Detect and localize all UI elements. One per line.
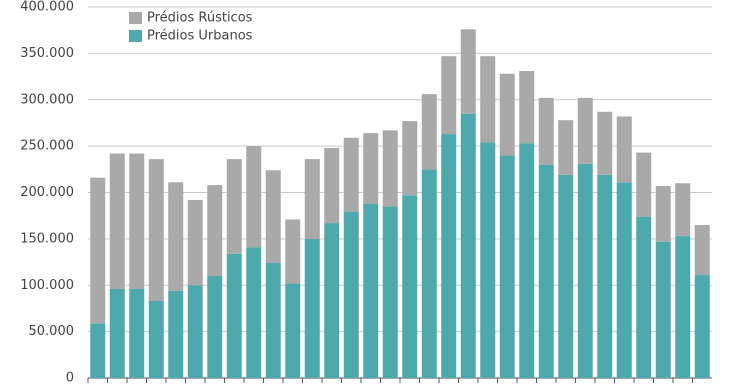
bar-segment — [441, 134, 457, 378]
bar-segment — [382, 130, 398, 207]
bar-segment — [90, 177, 106, 324]
bar-segment — [616, 116, 632, 183]
bar-segment — [168, 290, 184, 378]
bar-segment — [421, 169, 437, 378]
bar-segment — [519, 70, 535, 144]
bar-segment — [499, 73, 515, 156]
bar-segment — [655, 241, 671, 378]
bar-segment — [402, 195, 418, 378]
bar-segment — [246, 146, 262, 248]
bar-segment — [694, 224, 710, 276]
bar-segment — [246, 247, 262, 378]
legend-swatch — [129, 12, 142, 24]
y-tick-label: 0 — [66, 371, 74, 386]
legend-label: Prédios Rústicos — [147, 11, 253, 26]
bar-segment — [324, 223, 340, 378]
y-tick-label: 200.000 — [20, 185, 74, 200]
bar-segment — [402, 121, 418, 196]
bar-segment — [304, 238, 320, 378]
bar-segment — [90, 323, 106, 378]
bar-segment — [226, 253, 242, 378]
bar-segment — [636, 152, 652, 217]
bar-segment — [207, 185, 223, 276]
bar-segment — [343, 211, 359, 378]
y-tick-label: 300.000 — [20, 92, 74, 107]
y-tick-label: 50.000 — [29, 324, 75, 339]
bar-segment — [129, 288, 145, 378]
bar-segment — [538, 164, 554, 378]
bar-segment — [421, 94, 437, 170]
bar-segment — [577, 163, 593, 378]
legend-label: Prédios Urbanos — [147, 29, 253, 44]
bar-segment — [265, 262, 281, 378]
bar-segment — [480, 56, 496, 143]
legend-swatch — [129, 30, 142, 42]
bar-segment — [480, 142, 496, 378]
bar-segment — [655, 186, 671, 242]
y-tick-label: 350.000 — [20, 46, 74, 61]
bar-segment — [636, 216, 652, 378]
y-tick-label: 100.000 — [20, 278, 74, 293]
bar-segment — [187, 285, 203, 378]
bar-segment — [343, 137, 359, 212]
bar-segment — [363, 203, 379, 378]
bar-segment — [187, 199, 203, 286]
bar-segment — [148, 159, 164, 302]
bar-segment — [226, 159, 242, 254]
bar-segment — [538, 97, 554, 165]
bar-segment — [109, 153, 125, 289]
bar-segment — [519, 143, 535, 378]
bar-segment — [129, 153, 145, 289]
bar-segment — [109, 288, 125, 378]
bar-segment — [285, 219, 301, 284]
bar-segment — [265, 170, 281, 263]
bar-segment — [675, 183, 691, 237]
bar-segment — [558, 174, 574, 378]
bar-segment — [694, 275, 710, 378]
bar-segment — [597, 174, 613, 378]
bar-segment — [675, 236, 691, 378]
bar-segment — [577, 97, 593, 164]
bar-segment — [304, 159, 320, 239]
bar-segment — [597, 111, 613, 175]
bar-segment — [616, 182, 632, 378]
bar-segment — [363, 133, 379, 204]
bar-segment — [558, 120, 574, 175]
y-tick-label: 400.000 — [20, 0, 74, 15]
bar-segment — [285, 283, 301, 378]
bar-segment — [499, 155, 515, 378]
bar-segment — [207, 275, 223, 378]
bar-segment — [168, 182, 184, 291]
bar-segment — [441, 56, 457, 135]
y-tick-label: 250.000 — [20, 139, 74, 154]
y-tick-label: 150.000 — [20, 231, 74, 246]
bar-segment — [460, 113, 476, 378]
bar-segment — [324, 147, 340, 224]
bar-segment — [148, 301, 164, 378]
bar-segment — [382, 206, 398, 378]
bar-segment — [460, 29, 476, 114]
